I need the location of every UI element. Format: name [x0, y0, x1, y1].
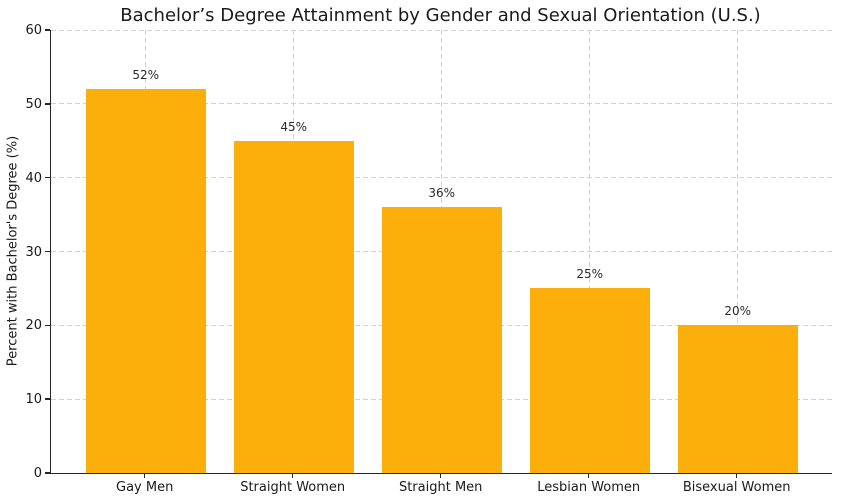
y-tick-mark-10 [45, 398, 50, 400]
y-tick-label-20: 20 [25, 318, 42, 334]
y-tick-mark-50 [45, 103, 50, 105]
y-tick-mark-30 [45, 250, 50, 253]
x-tick-mark-5 [735, 473, 738, 478]
bar-5 [677, 325, 798, 473]
bar-2 [233, 140, 354, 473]
x-tick-label-5: Bisexual Women [682, 480, 791, 495]
y-tick-label-50: 50 [25, 96, 42, 112]
x-tick-label-4: Lesbian Women [537, 480, 641, 495]
y-tick-label-40: 40 [25, 170, 42, 186]
y-tick-label-30: 30 [25, 244, 42, 260]
y-tick-mark-60 [45, 29, 50, 31]
bar-value-label-1: 52% [132, 68, 160, 83]
x-tick-mark-3 [439, 473, 442, 478]
x-tick-mark-1 [143, 473, 146, 478]
v-gridline-4 [589, 30, 591, 473]
bar-1 [85, 89, 206, 473]
x-tick-mark-4 [587, 473, 590, 478]
plot-area: 52% 45% 36% 25% 20% [50, 29, 832, 474]
bar-3 [381, 207, 502, 473]
bar-value-label-2: 45% [280, 119, 308, 134]
v-gridline-5 [737, 30, 739, 473]
y-tick-mark-40 [45, 176, 50, 179]
y-tick-mark-20 [45, 324, 50, 327]
x-tick-label-3: Straight Men [398, 480, 483, 495]
chart-title: Bachelor’s Degree Attainment by Gender a… [120, 5, 761, 26]
x-tick-label-1: Gay Men [116, 480, 174, 495]
y-tick-label-10: 10 [25, 392, 42, 408]
y-tick-label-60: 60 [25, 23, 42, 38]
y-tick-mark-0 [45, 472, 50, 474]
bar-value-label-4: 25% [576, 267, 604, 282]
x-tick-label-2: Straight Women [240, 480, 346, 495]
bar-value-label-5: 20% [724, 304, 752, 319]
y-tick-label-0: 0 [33, 466, 42, 481]
bar-value-label-3: 36% [428, 186, 456, 201]
bar-4 [529, 288, 650, 473]
x-tick-mark-2 [291, 473, 294, 478]
